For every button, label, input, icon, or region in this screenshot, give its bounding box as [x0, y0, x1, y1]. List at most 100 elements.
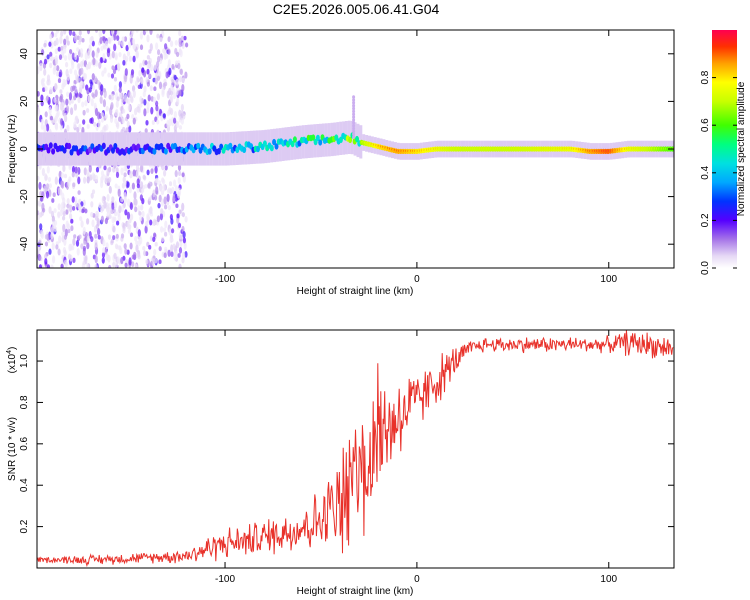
noise-blob	[135, 170, 139, 179]
noise-blob	[141, 67, 145, 74]
noise-blob	[172, 92, 177, 100]
noise-blob	[132, 169, 136, 177]
noise-blob	[43, 124, 47, 133]
noise-blob	[94, 242, 98, 251]
noise-blob	[155, 186, 159, 195]
noise-blob	[46, 54, 50, 60]
noise-blob	[44, 173, 48, 182]
noise-blob	[122, 228, 126, 234]
noise-blob	[57, 212, 61, 219]
ridge-cell	[67, 142, 72, 150]
noise-blob	[114, 243, 119, 250]
noise-blob	[83, 73, 87, 80]
noise-blob	[134, 206, 138, 213]
noise-blob	[86, 235, 90, 242]
noise-blob	[71, 196, 75, 203]
noise-blob	[143, 99, 147, 106]
noise-blob	[45, 190, 50, 199]
noise-blob	[42, 87, 46, 92]
noise-blob	[140, 204, 144, 211]
colorbar-axis: 0.0 0.2 0.4 0.6 0.8	[700, 70, 737, 275]
noise-blob	[154, 178, 158, 184]
noise-blob	[184, 71, 188, 79]
noise-blob	[59, 36, 63, 44]
noise-blob	[111, 196, 115, 203]
noise-blob	[74, 200, 78, 208]
noise-blob	[72, 85, 76, 92]
noise-blob	[151, 120, 155, 125]
noise-blob	[60, 46, 64, 51]
noise-blob	[120, 197, 124, 203]
noise-blob	[90, 117, 94, 125]
noise-blob	[144, 60, 148, 66]
ridge-halo	[65, 132, 69, 166]
noise-blob	[153, 232, 157, 238]
noise-blob	[170, 218, 174, 225]
noise-blob	[83, 176, 87, 184]
noise-blob	[130, 213, 134, 221]
noise-blob	[84, 255, 88, 265]
noise-blob	[54, 32, 58, 38]
noise-blob	[72, 206, 76, 211]
ridge-cell	[163, 148, 168, 155]
ytick-label: 0.8	[19, 395, 30, 409]
noise-blob	[86, 64, 90, 69]
noise-blob	[82, 247, 86, 257]
noise-blob	[173, 110, 177, 119]
noise-blob	[102, 247, 106, 254]
noise-blob	[55, 30, 60, 34]
noise-blob	[154, 165, 158, 174]
noise-blob	[44, 234, 49, 240]
noise-blob	[59, 102, 64, 111]
noise-blob	[126, 198, 131, 207]
spur-cell	[352, 115, 356, 119]
noise-blob	[137, 229, 141, 237]
noise-blob	[133, 191, 137, 200]
ridge-cell	[228, 142, 233, 150]
noise-blob	[170, 94, 174, 103]
noise-blob	[178, 109, 182, 117]
ridge-cell	[136, 143, 141, 150]
noise-blob	[118, 51, 122, 58]
noise-blob	[125, 127, 129, 133]
noise-blob	[107, 47, 111, 54]
noise-blob	[95, 51, 99, 58]
noise-blob	[134, 263, 138, 268]
noise-blob	[102, 53, 106, 62]
noise-blob	[170, 251, 174, 258]
noise-blob	[49, 86, 53, 95]
noise-blob	[131, 30, 135, 35]
ridge-cell	[313, 138, 318, 146]
noise-blob	[120, 167, 124, 176]
ridge-cell	[292, 136, 297, 143]
noise-blob	[178, 170, 182, 177]
noise-blob	[180, 109, 184, 119]
noise-blob	[66, 91, 70, 98]
noise-blob	[51, 242, 55, 251]
noise-blob	[162, 165, 166, 171]
noise-blob	[136, 187, 140, 193]
noise-blob	[158, 81, 163, 90]
noise-blob	[129, 172, 133, 178]
ridge-cell	[46, 147, 51, 154]
noise-blob	[50, 232, 54, 240]
noise-blob	[100, 84, 104, 92]
noise-blob	[37, 210, 40, 216]
noise-blob	[43, 58, 48, 65]
noise-blob	[148, 196, 152, 202]
noise-blob	[38, 264, 42, 268]
noise-blob	[74, 52, 78, 61]
noise-blob	[94, 107, 99, 117]
noise-blob	[169, 235, 173, 244]
noise-blob	[99, 36, 103, 45]
noise-blob	[62, 223, 66, 233]
noise-blob	[81, 208, 85, 214]
noise-blob	[144, 225, 148, 234]
noise-blob	[95, 166, 100, 173]
colorbar-tick-label: 0.4	[700, 165, 711, 179]
noise-blob	[140, 78, 144, 85]
noise-blob	[114, 118, 118, 124]
noise-blob	[100, 215, 104, 223]
noise-blob	[172, 193, 176, 203]
